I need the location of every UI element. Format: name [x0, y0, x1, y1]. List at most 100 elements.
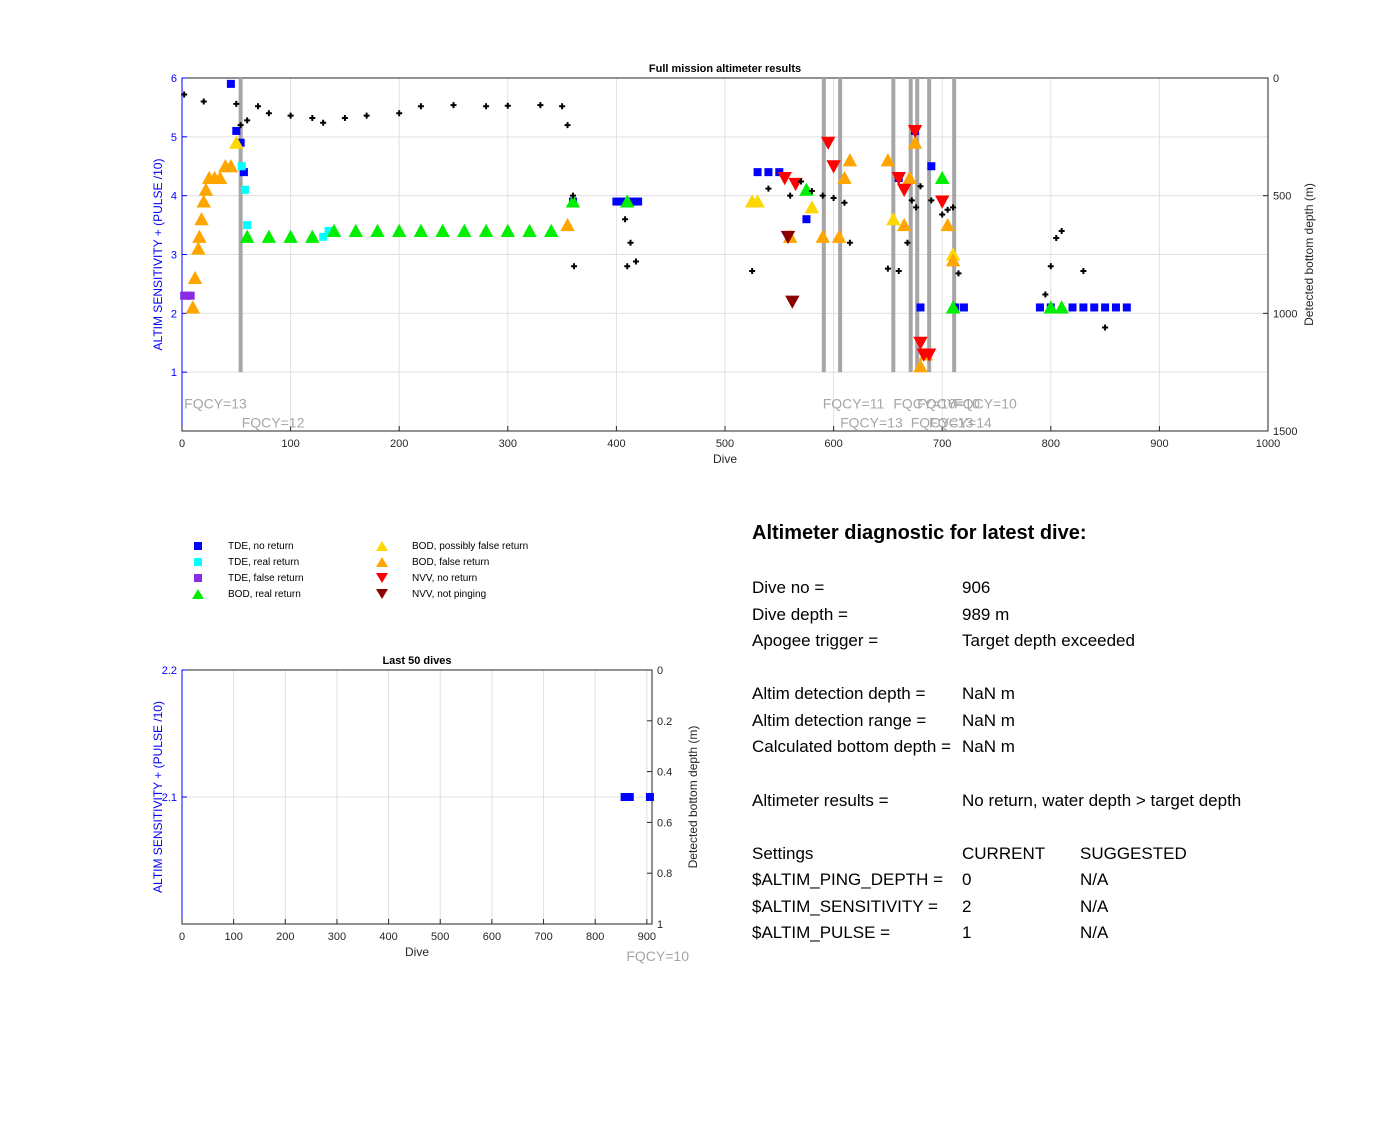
right-tick-label: 0 — [1273, 73, 1279, 85]
data-point — [392, 223, 407, 237]
data-point — [904, 239, 911, 246]
x-tick-label: 900 — [1150, 438, 1168, 450]
data-point — [846, 239, 853, 246]
data-point — [560, 217, 575, 232]
data-point — [232, 126, 241, 135]
legend-marker-icon — [374, 588, 390, 600]
data-point — [940, 217, 955, 232]
x-tick-label: 600 — [483, 931, 501, 943]
data-point — [820, 136, 836, 150]
series-bod-false-return — [185, 135, 961, 373]
data-point — [831, 229, 847, 243]
data-point — [785, 295, 800, 309]
x-tick-label: 1000 — [1256, 438, 1280, 450]
setting-name: $ALTIM_PING_DEPTH = — [752, 870, 943, 889]
data-point — [625, 793, 634, 801]
x-tick-label: 400 — [379, 931, 397, 943]
legend-label: NVV, not pinging — [412, 588, 487, 600]
data-point — [886, 212, 901, 226]
data-point — [265, 110, 272, 117]
data-point — [223, 159, 239, 173]
setting-name: $ALTIM_PULSE = — [752, 923, 891, 942]
setting-suggested: N/A — [1080, 870, 1109, 889]
series-nvv-no-return — [777, 124, 950, 362]
data-point — [955, 270, 962, 277]
chart-legend: TDE, no return TDE, real return TDE, false… — [190, 538, 570, 608]
data-point — [896, 183, 912, 197]
data-point — [319, 232, 328, 241]
legend-item: TDE, real return — [190, 554, 299, 570]
right-axis-label: Detected bottom depth (m) — [686, 726, 700, 869]
data-point — [842, 153, 858, 167]
data-point — [196, 194, 211, 208]
data-point — [777, 172, 792, 186]
data-point — [907, 135, 923, 149]
data-point — [841, 199, 848, 206]
frequency-label: FQCY=13 — [911, 414, 974, 430]
data-point — [764, 168, 773, 177]
data-point — [765, 185, 772, 192]
data-point — [645, 793, 654, 801]
data-point — [921, 348, 937, 362]
data-point — [192, 229, 207, 243]
frequency-label: FQCY=11 — [823, 396, 885, 412]
data-point — [928, 197, 935, 204]
legend-item: BOD, real return — [190, 586, 301, 602]
data-point — [624, 263, 631, 270]
frequency-label: FQCY=13 — [184, 396, 247, 412]
legend-label: NVV, no return — [412, 572, 478, 584]
data-point — [194, 212, 209, 226]
legend-marker-icon — [190, 556, 206, 568]
data-point — [634, 197, 643, 206]
data-point — [457, 223, 472, 237]
x-tick-label: 500 — [716, 438, 734, 450]
y-tick-label: 2.2 — [162, 665, 177, 677]
legend-item: BOD, false return — [374, 554, 489, 570]
data-point — [944, 206, 951, 213]
data-point — [233, 100, 240, 107]
data-point — [236, 138, 245, 147]
y-tick-label: 2.1 — [162, 792, 177, 804]
data-point — [749, 267, 756, 274]
series-bod-real-return — [239, 170, 1069, 314]
data-point — [798, 178, 805, 185]
data-point — [239, 168, 248, 177]
calc-depth-value: NaN m — [962, 737, 1015, 756]
series-tde-false-return — [180, 291, 195, 300]
data-point — [896, 217, 912, 232]
calc-depth-label: Calculated bottom depth = — [752, 737, 951, 756]
data-point — [913, 204, 920, 211]
x-tick-label: 100 — [281, 438, 299, 450]
series-nvv-not-pinging — [780, 230, 800, 309]
data-point — [753, 168, 762, 177]
frequency-label: FQCY=10 — [893, 396, 956, 412]
dive-no-value: 906 — [962, 578, 991, 597]
data-point — [239, 229, 255, 243]
x-tick-label: 400 — [607, 438, 625, 450]
legend-marker-icon — [374, 540, 390, 552]
data-point — [916, 303, 925, 312]
data-point — [1043, 300, 1058, 314]
data-point — [628, 197, 637, 206]
data-point — [617, 197, 626, 206]
data-point — [559, 103, 566, 110]
data-point — [244, 117, 251, 124]
data-point — [802, 215, 811, 224]
data-point — [1053, 235, 1060, 242]
results-value: No return, water depth > target depth — [962, 791, 1242, 810]
data-point — [243, 221, 252, 230]
right-tick-label: 500 — [1273, 191, 1291, 203]
right-tick-label: 0.6 — [657, 817, 672, 829]
full-mission-chart: 0 100 200 300 400 500 600 700 800 900 1000 1 2 3 4 5 6 0 5… — [151, 63, 1316, 466]
data-point — [1068, 303, 1077, 312]
data-point — [1111, 303, 1120, 312]
data-point — [1058, 227, 1065, 234]
data-point — [569, 192, 576, 199]
data-point — [804, 200, 820, 214]
data-point — [959, 303, 968, 312]
data-point — [450, 102, 457, 109]
data-point — [309, 115, 316, 122]
data-point — [884, 265, 891, 272]
data-point — [413, 223, 429, 237]
x-tick-label: 0 — [179, 438, 185, 450]
